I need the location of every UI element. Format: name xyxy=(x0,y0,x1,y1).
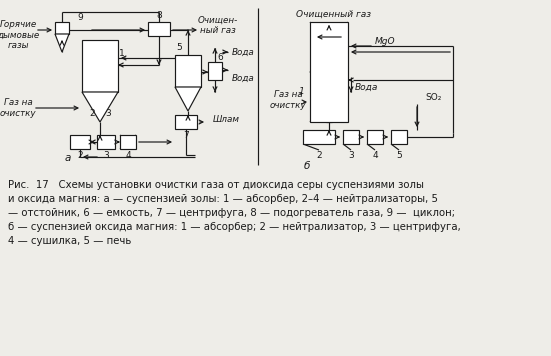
Text: Вода: Вода xyxy=(232,73,255,83)
Bar xyxy=(367,130,383,144)
Text: 2: 2 xyxy=(77,152,83,161)
Text: 2: 2 xyxy=(316,152,322,161)
Bar xyxy=(55,22,69,34)
Bar xyxy=(120,135,136,149)
Text: 6: 6 xyxy=(217,52,223,62)
Bar xyxy=(82,40,118,92)
Text: Газ на
очистку: Газ на очистку xyxy=(0,98,36,118)
Text: 3: 3 xyxy=(103,152,109,161)
Text: 4: 4 xyxy=(372,152,378,161)
Text: 5: 5 xyxy=(176,42,182,52)
Text: 2: 2 xyxy=(89,110,95,119)
Bar xyxy=(175,55,201,87)
Text: Горячие
дымовые
газы: Горячие дымовые газы xyxy=(0,20,39,50)
Bar xyxy=(310,22,348,122)
Text: 9: 9 xyxy=(77,12,83,21)
Bar xyxy=(97,135,115,149)
Text: Рис.  17   Схемы установки очистки газа от диоксида серы суспензиями золы
и окси: Рис. 17 Схемы установки очистки газа от … xyxy=(8,180,461,246)
Text: MgO: MgO xyxy=(375,37,396,47)
Text: 1: 1 xyxy=(119,49,125,58)
Bar xyxy=(303,130,335,144)
Text: Вода: Вода xyxy=(232,47,255,57)
Bar xyxy=(208,62,222,80)
Text: Очищенный газ: Очищенный газ xyxy=(295,10,370,19)
Text: 3: 3 xyxy=(105,110,111,119)
Polygon shape xyxy=(82,92,118,122)
Text: Газ на
очистку: Газ на очистку xyxy=(270,90,306,110)
Bar xyxy=(70,135,90,149)
Text: SO₂: SO₂ xyxy=(425,93,441,101)
Text: 4: 4 xyxy=(125,152,131,161)
Text: 5: 5 xyxy=(396,152,402,161)
Bar xyxy=(148,22,170,36)
Text: а: а xyxy=(65,153,71,163)
Text: б: б xyxy=(304,161,310,171)
Text: 8: 8 xyxy=(156,10,162,20)
Text: Вода: Вода xyxy=(355,83,379,91)
Bar xyxy=(391,130,407,144)
Text: 1: 1 xyxy=(298,88,304,96)
Bar xyxy=(175,115,197,129)
Polygon shape xyxy=(55,34,69,52)
Text: 7: 7 xyxy=(183,131,189,141)
Text: Очищен-
ный газ: Очищен- ный газ xyxy=(198,15,238,35)
Text: Шлам: Шлам xyxy=(213,115,240,124)
Bar xyxy=(343,130,359,144)
Polygon shape xyxy=(175,87,201,111)
Text: 3: 3 xyxy=(348,152,354,161)
